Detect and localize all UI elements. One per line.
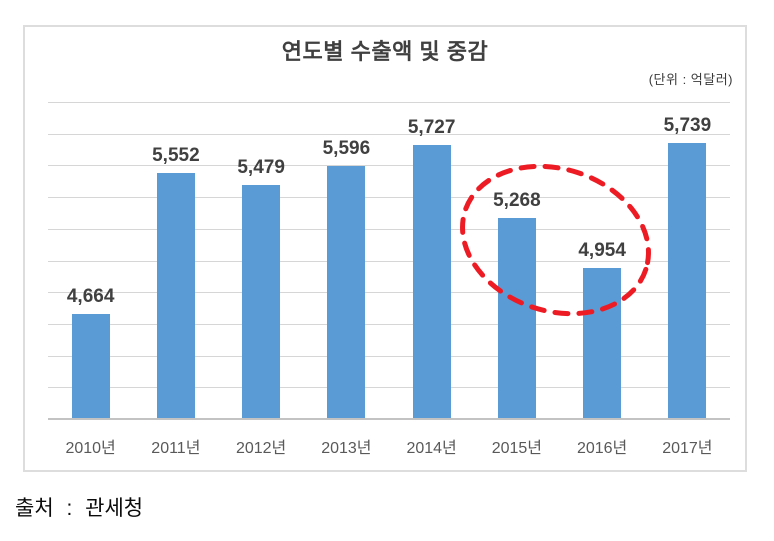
bars-container: 4,664 5,552 5,479 5,596 5,727 5,268 4,954 5,739 (48, 102, 730, 419)
gridline (48, 165, 730, 167)
gridline (48, 355, 730, 357)
bar-2015년 (497, 218, 536, 419)
bar-slot-2014년: 5,727 (389, 102, 474, 419)
gridline (48, 292, 730, 294)
bar-slot-2015년: 5,268 (474, 102, 559, 419)
bar-value-label: 5,552 (152, 145, 200, 167)
bar-slot-2011년: 5,552 (133, 102, 218, 419)
bar-slot-2017년: 5,739 (645, 102, 730, 419)
bar-2016년 (583, 267, 622, 419)
gridline (48, 260, 730, 262)
gridline (48, 197, 730, 199)
bar-slot-2010년: 4,664 (48, 102, 133, 419)
x-axis-label-2013년: 2013년 (321, 440, 372, 457)
x-axis-label-2010년: 2010년 (65, 440, 116, 457)
x-axis-label-2014년: 2014년 (406, 440, 457, 457)
x-axis-label-2011년: 2011년 (151, 440, 201, 457)
bar-2010년 (71, 313, 110, 419)
x-axis-label-2015년: 2015년 (491, 440, 543, 457)
x-axis-line (48, 418, 730, 420)
x-axis-label-2017년: 2017년 (662, 440, 713, 457)
bar-value-label: 4,664 (66, 285, 115, 307)
gridline (48, 387, 730, 389)
bar-value-label: 5,268 (493, 190, 541, 212)
bar-2017년 (668, 143, 707, 419)
unit-label: (단위 : 억달러) (648, 72, 733, 87)
chart-container: 연도별 수출액 및 중감 (단위 : 억달러) 4,664 5,552 5,479 5… (23, 25, 747, 472)
gridline (48, 228, 730, 230)
chart-title: 연도별 수출액 및 중감 (281, 39, 489, 64)
bar-value-label: 5,479 (237, 156, 285, 178)
source-caption: 출처 : 관세청 (15, 497, 144, 520)
gridline (48, 133, 730, 135)
bar-2013년 (327, 166, 366, 419)
x-axis-label-2012년: 2012년 (235, 440, 287, 457)
bar-2014년 (412, 145, 451, 419)
bar-2012년 (242, 184, 281, 419)
x-axis-labels: 2010년 2011년 2012년 2013년 2014년 2015년 2016년 2017년 (48, 419, 730, 458)
plot-area: 4,664 5,552 5,479 5,596 5,727 5,268 4,954 5,739 (48, 102, 730, 420)
gridline (48, 102, 730, 103)
bar-slot-2013년: 5,596 (304, 102, 389, 419)
bar-value-label: 5,727 (407, 117, 456, 139)
x-axis-label-2016년: 2016년 (576, 440, 628, 457)
bar-value-label: 5,596 (322, 138, 371, 160)
gridline (48, 323, 730, 325)
bar-slot-2012년: 5,479 (219, 102, 304, 419)
bar-slot-2016년: 4,954 (560, 102, 645, 419)
bar-value-label: 5,739 (663, 115, 712, 137)
bar-2011년 (156, 173, 195, 419)
bar-value-label: 4,954 (578, 239, 626, 261)
